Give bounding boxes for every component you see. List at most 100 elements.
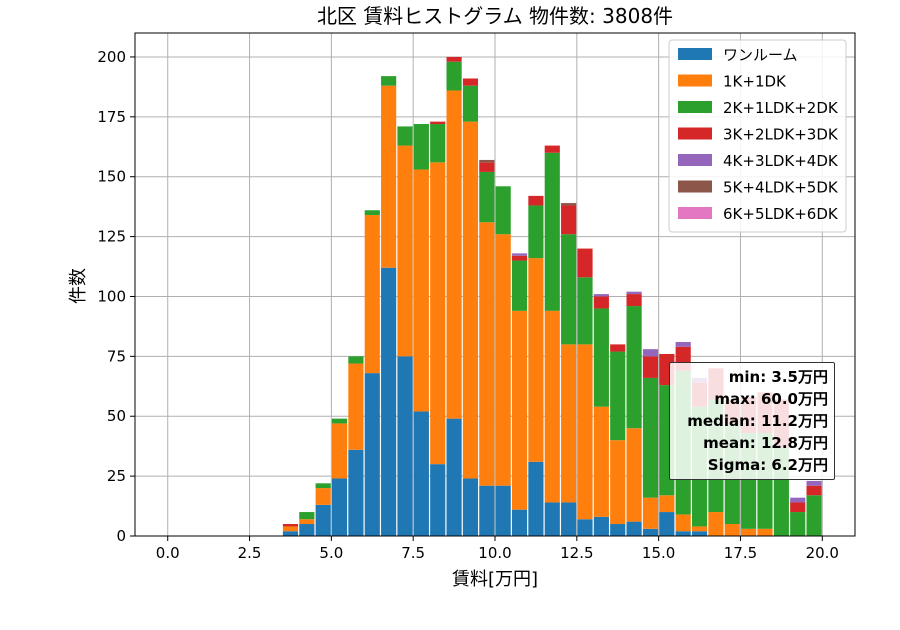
bar-segment [691,531,708,536]
bar-segment [659,512,675,536]
bar-segment [626,294,642,307]
bar-segment [381,267,397,536]
stat-median: median: 11.2万円 [687,412,828,430]
bar-segment [675,514,691,532]
y-tick-label: 25 [107,467,126,485]
bar-segment [495,186,511,235]
bar-segment [282,526,299,532]
legend: ワンルーム 1K+1DK 2K+1LDK+2DK 3K+2LDK+3DK 4K+3LDK… [668,39,847,233]
bar-segment [446,90,462,419]
bar-segment [315,504,331,536]
bar-segment [397,126,413,146]
bar-segment [430,162,446,465]
legend-label: 2K+1LDK+2DK [723,99,839,117]
bar-segment [577,519,593,536]
bar-segment [282,531,299,536]
bar-segment [561,205,577,235]
x-tick-label: 15.0 [642,544,675,562]
legend-label: 3K+2LDK+3DK [723,126,839,144]
legend-label: 5K+4LDK+5DK [723,179,839,197]
x-tick-label: 2.5 [238,544,262,562]
bar-segment [561,234,577,345]
bar-segment [348,356,364,364]
bar-segment [561,502,577,536]
bar-segment [806,480,822,486]
bar-segment [511,310,528,510]
bar-segment [462,121,479,479]
bar-segment [462,85,479,122]
bar-segment [511,260,528,311]
x-tick-label: 10.0 [478,544,511,562]
y-tick-label: 75 [107,347,126,365]
stat-mean: mean: 12.8万円 [703,434,828,452]
bar-segment [299,512,315,520]
bar-segment [642,528,659,536]
bar-segment [708,512,724,536]
bar-segment [446,418,462,536]
bar-segment [511,255,528,261]
bar-segment [495,485,511,536]
bar-segment [593,516,609,536]
bar-segment [479,159,495,163]
x-tick-label: 5.0 [319,544,343,562]
bar-segment [397,356,413,536]
bar-segment [511,253,528,256]
bar-segment [561,203,577,206]
bar-segment [544,145,560,153]
bar-segment [348,363,364,450]
x-tick-label: 0.0 [156,544,180,562]
bar-segment [561,344,577,503]
legend-frame [668,39,847,233]
bar-segment [479,162,495,172]
y-tick-label: 0 [116,527,126,545]
y-axis-label: 件数 [68,268,89,304]
bar-segment [430,121,446,125]
bar-segment [315,488,331,505]
bar-segment [610,440,626,525]
bar-segment [331,478,348,536]
legend-label: 4K+3LDK+4DK [723,152,839,170]
bar-segment [364,373,380,536]
bar-segment [790,512,806,536]
x-tick-label: 20.0 [806,544,839,562]
bar-segment [642,497,659,529]
bar-segment [757,528,773,536]
legend-swatch [678,207,712,219]
bar-segment [397,145,413,357]
bar-segment [511,509,528,536]
legend-swatch [678,154,712,166]
bar-segment [626,428,642,522]
bar-segment [806,485,822,496]
bar-segment [430,464,446,536]
stat-sigma: Sigma: 6.2万円 [707,456,828,474]
bar-segment [626,521,642,536]
y-tick-label: 50 [107,407,126,425]
bar-segment [315,483,331,489]
bar-segment [593,294,609,297]
legend-swatch [678,180,712,193]
bar-segment [479,222,495,486]
bar-segment [528,205,544,259]
bar-segment [593,296,609,309]
bar-segment [544,152,560,311]
bar-segment [642,349,659,357]
bar-segment [577,344,593,520]
legend-swatch [678,48,712,60]
bar-segment [331,423,348,479]
bar-segment [462,78,479,86]
bar-segment [626,291,642,295]
bar-segment [299,524,315,536]
y-tick-label: 175 [97,108,126,126]
stat-max: max: 60.0万円 [714,390,828,408]
bar-segment [741,528,757,536]
bar-segment [462,478,479,536]
legend-swatch [678,127,712,140]
bar-segment [299,519,315,525]
bar-segment [528,258,544,462]
y-tick-label: 100 [97,287,126,305]
bar-segment [413,411,429,536]
bar-segment [724,524,740,536]
stats-box: min: 3.5万円 max: 60.0万円 median: 11.2万円 me… [669,362,835,480]
bar-segment [610,344,626,352]
